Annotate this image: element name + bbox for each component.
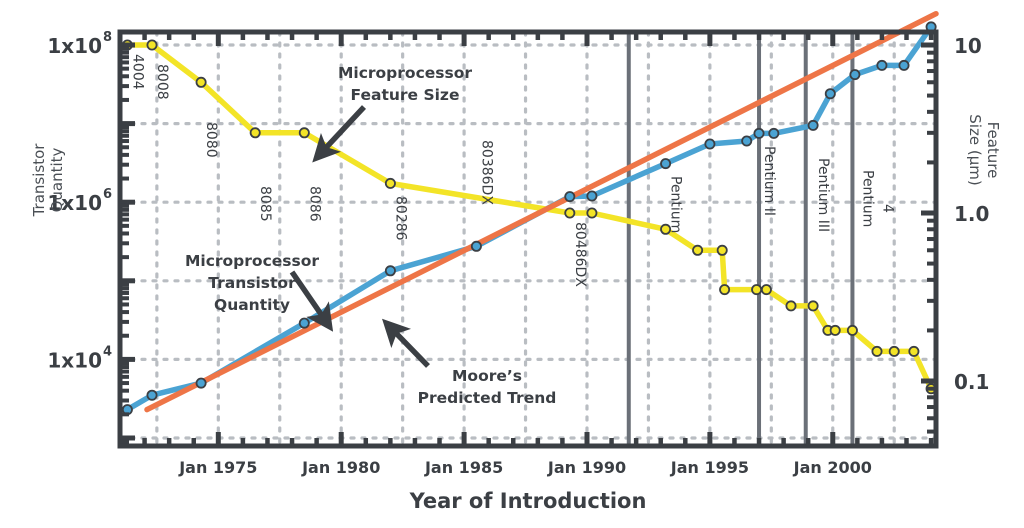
data-point-marker <box>249 127 261 139</box>
data-point-marker <box>384 265 396 277</box>
data-point-label: 8080 <box>203 122 219 158</box>
data-point-marker <box>760 284 772 296</box>
data-point-label: 80486DX <box>572 222 588 287</box>
data-point-marker <box>146 39 158 51</box>
data-point-marker <box>586 190 598 202</box>
y-axis-title-line: Quantity <box>48 147 66 212</box>
x-axis-tick-label: Jan 1985 <box>424 458 503 477</box>
y2-axis-tick-label: 0.1 <box>954 370 989 394</box>
data-point-marker <box>195 377 207 389</box>
data-point-marker <box>716 244 728 256</box>
moores-trend-anno-line: Moore’s <box>452 367 522 385</box>
y2-axis-title-line: Size (µm) <box>966 114 984 185</box>
moores-trend-anno-line: Predicted Trend <box>418 389 557 407</box>
y-axis-tick-label-text: 1x10 <box>47 34 102 58</box>
data-point-label: 4004 <box>129 54 145 90</box>
data-point-label: 80386DX <box>478 140 494 205</box>
data-point-label: Pentium <box>859 170 875 227</box>
x-axis-title: Year of Introduction <box>409 489 647 513</box>
axis-ticks-group <box>120 32 936 446</box>
data-point-label: 80286 <box>392 196 408 241</box>
y-axis-tick-label: 1x10 4 <box>47 344 112 372</box>
data-point-marker <box>384 177 396 189</box>
data-point-marker <box>807 119 819 131</box>
data-point-label: 8008 <box>154 64 170 100</box>
y-axis-tick-exponent: 8 <box>103 30 112 45</box>
x-axis-tick-label: Jan 2000 <box>793 458 872 477</box>
data-point-marker <box>470 240 482 252</box>
feature-size-anno-line: Microprocessor <box>338 64 472 82</box>
y-axis-tick-label-text: 1x10 <box>47 191 102 215</box>
data-point-markers-group <box>121 21 937 416</box>
y-axis-tick-label: 1x10 8 <box>47 30 112 58</box>
transistor-quantity-anno-line: Transistor <box>208 274 296 292</box>
y-axis-tick-label-text: 1x10 <box>47 348 102 372</box>
point-labels-group: 4004 8008 8080 8085 8086 80286 80386DX 80486DX P… <box>129 54 895 287</box>
data-point-marker <box>719 284 731 296</box>
data-point-marker <box>768 127 780 139</box>
y-axis-tick-exponent: 4 <box>103 344 112 359</box>
x-axis-tick-label: Jan 1990 <box>547 458 626 477</box>
data-point-label-continued: 4 <box>879 204 895 213</box>
feature-size-anno-arrow <box>312 105 367 163</box>
y2-axis-tick-label: 1.0 <box>954 202 989 226</box>
data-point-marker <box>298 127 310 139</box>
data-point-marker <box>824 88 836 100</box>
data-point-marker <box>564 207 576 219</box>
y-axis-tick-label: 1x10 6 <box>47 187 112 215</box>
data-point-marker <box>692 244 704 256</box>
data-point-marker <box>660 158 672 170</box>
data-point-marker <box>146 389 158 401</box>
data-point-marker <box>704 138 716 150</box>
y-axis-title-line: Transistor <box>30 143 48 218</box>
y-axis-title: Transistor Quantity <box>30 143 66 218</box>
transistor-quantity-anno-line: Microprocessor <box>185 252 319 270</box>
data-point-marker <box>846 324 858 336</box>
data-point-marker <box>751 284 763 296</box>
data-point-label: Pentium <box>668 176 684 233</box>
moores-trend-anno: Moore’s Predicted Trend <box>382 318 557 407</box>
data-point-label: 8085 <box>257 186 273 222</box>
data-point-marker <box>807 300 819 312</box>
y2-axis-title-line: Feature <box>984 122 1002 179</box>
data-point-marker <box>849 69 861 81</box>
moores-trend-anno-arrow <box>382 318 430 368</box>
y2-axis-tick-label: 10 <box>954 34 982 58</box>
data-point-marker <box>660 223 672 235</box>
gridlines-group <box>118 30 938 448</box>
data-point-label: Pentium II <box>761 146 777 216</box>
data-point-marker <box>564 191 576 203</box>
data-point-marker <box>898 59 910 71</box>
data-point-marker <box>829 324 841 336</box>
data-point-label: 8086 <box>306 186 322 222</box>
x-axis-tick-label: Jan 1975 <box>178 458 257 477</box>
data-point-marker <box>888 345 900 357</box>
feature-size-anno: Microprocessor Feature Size <box>312 64 472 163</box>
data-point-marker <box>586 207 598 219</box>
transistor-quantity-anno-line: Quantity <box>214 296 290 314</box>
data-point-marker <box>741 135 753 147</box>
transistor-quantity-anno-arrow <box>289 270 334 332</box>
data-point-marker <box>298 317 310 329</box>
y-axis-tick-exponent: 6 <box>103 187 112 202</box>
data-point-marker <box>908 345 920 357</box>
data-point-marker <box>195 76 207 88</box>
data-point-marker <box>785 300 797 312</box>
x-axis-tick-label: Jan 1980 <box>301 458 380 477</box>
x-axis-tick-label: Jan 1995 <box>670 458 749 477</box>
data-point-marker <box>876 59 888 71</box>
data-point-marker <box>753 127 765 139</box>
data-point-label: Pentium III <box>815 158 831 232</box>
data-point-marker <box>871 345 883 357</box>
feature-size-anno-line: Feature Size <box>351 86 460 104</box>
transistor-quantity-anno: Microprocessor Transistor Quantity <box>185 252 334 332</box>
series-line-moore-s-predicted-trend <box>144 10 939 413</box>
